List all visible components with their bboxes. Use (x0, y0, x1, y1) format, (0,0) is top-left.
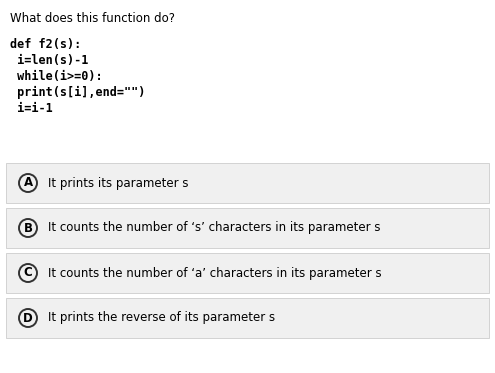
FancyBboxPatch shape (6, 163, 489, 203)
Text: D: D (23, 311, 33, 325)
Text: print(s[i],end=""): print(s[i],end="") (10, 86, 146, 99)
Text: i=len(s)-1: i=len(s)-1 (10, 54, 89, 67)
Text: It counts the number of ‘a’ characters in its parameter s: It counts the number of ‘a’ characters i… (48, 266, 382, 279)
Text: It prints the reverse of its parameter s: It prints the reverse of its parameter s (48, 311, 275, 325)
Text: while(i>=0):: while(i>=0): (10, 70, 102, 83)
Text: B: B (23, 222, 33, 235)
Text: A: A (23, 176, 33, 189)
Text: i=i-1: i=i-1 (10, 102, 53, 115)
FancyBboxPatch shape (6, 208, 489, 248)
FancyBboxPatch shape (6, 298, 489, 338)
FancyBboxPatch shape (6, 253, 489, 293)
Text: What does this function do?: What does this function do? (10, 12, 175, 25)
Text: It prints its parameter s: It prints its parameter s (48, 176, 189, 189)
Text: C: C (24, 266, 32, 279)
Text: It counts the number of ‘s’ characters in its parameter s: It counts the number of ‘s’ characters i… (48, 222, 381, 235)
Text: def f2(s):: def f2(s): (10, 38, 81, 51)
